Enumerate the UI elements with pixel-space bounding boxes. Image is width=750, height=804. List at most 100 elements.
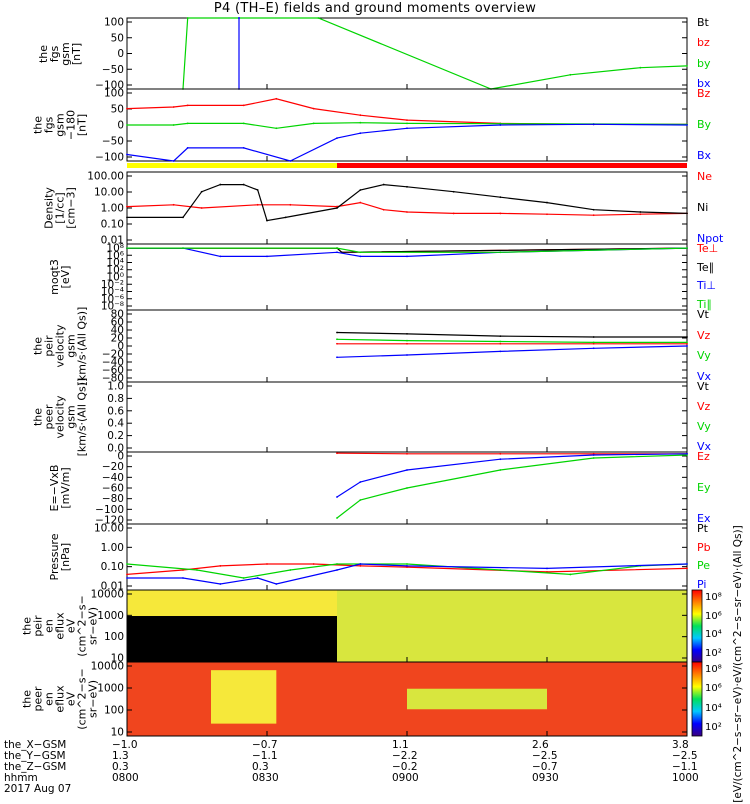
pressure-series-pi — [127, 563, 688, 585]
vi-point — [592, 347, 595, 350]
fgs-ytick-label: −50 — [102, 64, 124, 76]
density-ytick-label: 0.10 — [101, 219, 124, 231]
vi-ytick-label: −60 — [102, 365, 124, 377]
pressure-point — [242, 577, 245, 579]
pressure-legend-pb: Pb — [697, 540, 711, 554]
vi-series-vt — [336, 331, 687, 338]
vi-legend-vy: Vy — [697, 349, 711, 363]
density-point — [200, 190, 203, 193]
vi-point — [499, 335, 502, 337]
density-point — [452, 212, 455, 215]
elec_spec-ylabel: the peer en eflux eV (cm^2−s− sr−eV) — [21, 668, 100, 729]
vi-point — [406, 342, 408, 345]
fgs-ytick-label: 100 — [104, 17, 124, 29]
fgs_corr-point — [359, 132, 362, 135]
density-point — [639, 213, 642, 216]
temp-point — [182, 247, 184, 250]
fgs-legend-by: by — [697, 56, 711, 70]
pressure-ytick-label: 10.00 — [94, 523, 124, 535]
elec_spec-ytick-label: 10000 — [91, 661, 124, 673]
vi-ylabel: the peir velocity gsm [km/s·(All Qs)] — [32, 307, 89, 386]
vi-point — [686, 342, 688, 345]
density-point — [359, 201, 362, 204]
temp-point — [266, 255, 268, 258]
pressure-point — [266, 563, 268, 565]
elec_spec-ytick-label: 1000 — [97, 683, 124, 695]
fgs_corr-legend-by: By — [697, 118, 712, 131]
fgs_corr-point — [242, 122, 245, 125]
fgs-legend-bz: bz — [697, 36, 710, 50]
vi-point — [406, 332, 408, 335]
pressure-point — [569, 573, 572, 576]
fgs_corr-point — [312, 107, 315, 110]
pressure-point — [289, 569, 292, 571]
density-ytick-label: 0.01 — [101, 235, 124, 247]
fgs_corr-point — [499, 122, 502, 125]
ve-legend-vz: Vz — [697, 400, 711, 413]
pressure-point — [546, 567, 548, 570]
pressure-point — [275, 583, 278, 585]
vi-point — [406, 354, 408, 356]
fgs_corr-point — [126, 107, 128, 110]
pressure-legend-pe: Pe — [697, 559, 711, 573]
pressure-point — [336, 569, 338, 571]
footer-value: 2.6 — [532, 739, 549, 751]
elec_spec-panel: 10000 1000 100 10 — [91, 661, 688, 739]
mode-bar-segment-1 — [337, 163, 687, 168]
footer-value: 0830 — [252, 772, 279, 784]
efield-point — [406, 487, 408, 489]
efield-point — [359, 481, 362, 483]
footer-row-label: the_Z−GSM — [4, 761, 67, 773]
pressure-point — [126, 577, 128, 579]
vi-point — [336, 356, 338, 359]
colorbar-tick-label: 10⁸ — [705, 664, 722, 675]
ion_spec-region-0 — [127, 590, 337, 617]
vi-point — [592, 336, 595, 338]
footer-value: −0.7 — [532, 761, 558, 773]
efield-ytick-label: −120 — [95, 515, 124, 527]
density-point — [219, 183, 222, 186]
fgs-ytick-label: −100 — [95, 80, 124, 92]
vi-ytick-label: −80 — [102, 373, 124, 385]
fgs_corr-point — [172, 124, 175, 126]
density-point — [406, 211, 408, 213]
temp-point — [336, 247, 338, 250]
vi-ytick-label: −40 — [102, 357, 124, 369]
vi-ytick-label: −20 — [102, 349, 124, 361]
pressure-point — [182, 577, 184, 579]
vi-point — [499, 340, 502, 343]
fgs_corr-point — [289, 160, 292, 162]
footer-value: −2.5 — [672, 750, 698, 762]
pressure-point — [499, 569, 502, 571]
density-point — [406, 185, 408, 188]
efield-ytick-label: −20 — [102, 461, 124, 473]
fgs-point — [186, 17, 189, 19]
pressure-point — [196, 569, 198, 571]
temp-point — [406, 255, 408, 258]
density-point — [499, 196, 502, 199]
density-point — [359, 189, 362, 191]
temp-legend-ti: Ti∥ — [697, 298, 712, 311]
colorbar-electron — [691, 661, 703, 737]
density-point — [382, 208, 385, 211]
pressure-point — [686, 563, 688, 565]
colorbar-tick-label: 10⁶ — [705, 610, 722, 622]
footer-value: 0.3 — [252, 761, 269, 773]
ion_spec-region-2 — [337, 590, 687, 662]
density-point — [592, 208, 595, 211]
fgs_corr-legend-bx: Bx — [697, 149, 712, 162]
footer-value: −2.2 — [392, 750, 418, 762]
footer-value: 3.8 — [672, 739, 689, 751]
pressure-frame — [126, 523, 688, 591]
density-ylabel: Density [1/cc] [cm−3] — [43, 187, 78, 229]
efield-ytick-label: −80 — [102, 493, 124, 505]
temp-ylabel-line: [eV] — [59, 265, 72, 289]
fgs_corr-ytick-label: 50 — [111, 104, 124, 116]
temp-ytick-label: 10⁻⁶ — [101, 293, 124, 305]
ion_spec-ytick-label: 1000 — [97, 610, 124, 622]
vi-point — [592, 341, 595, 344]
pressure-ytick-label: 0.01 — [101, 581, 124, 593]
temp-point — [686, 247, 688, 250]
density-point — [126, 205, 128, 208]
